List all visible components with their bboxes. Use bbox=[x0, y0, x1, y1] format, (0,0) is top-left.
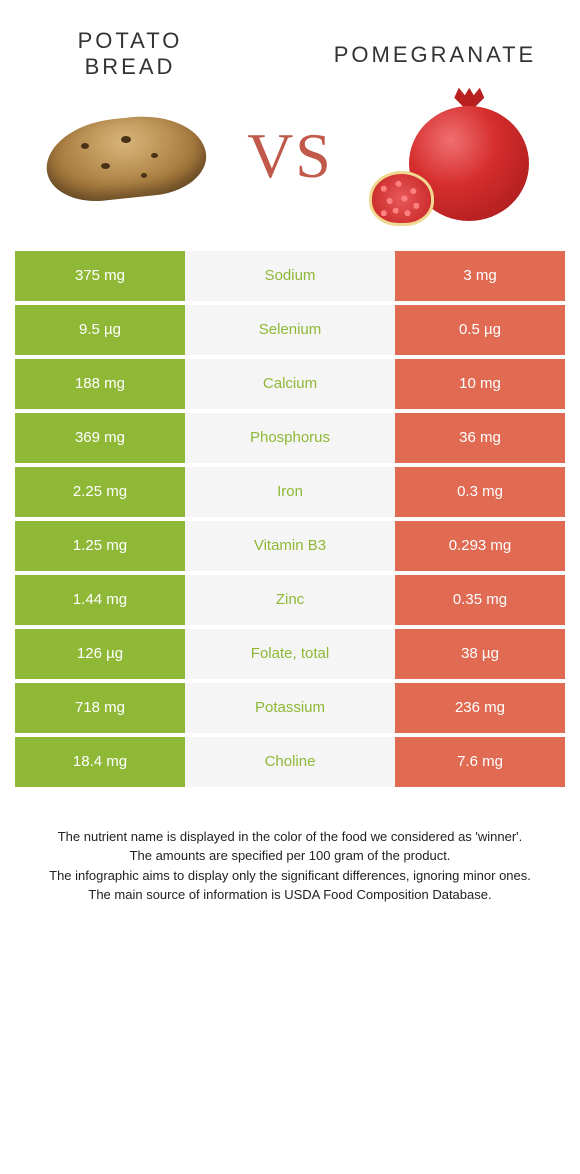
table-row: 369 mgPhosphorus36 mg bbox=[15, 413, 565, 463]
cell-right: 0.5 µg bbox=[395, 305, 565, 355]
cell-nutrient-name: Iron bbox=[185, 467, 395, 517]
cell-left: 718 mg bbox=[15, 683, 185, 733]
cell-left: 188 mg bbox=[15, 359, 185, 409]
cell-nutrient-name: Vitamin B3 bbox=[185, 521, 395, 571]
footer-line: The infographic aims to display only the… bbox=[30, 866, 550, 886]
table-row: 126 µgFolate, total38 µg bbox=[15, 629, 565, 679]
cell-right: 0.3 mg bbox=[395, 467, 565, 517]
cell-left: 126 µg bbox=[15, 629, 185, 679]
nutrient-table: 375 mgSodium3 mg9.5 µgSelenium0.5 µg188 … bbox=[15, 251, 565, 787]
food-image-left bbox=[36, 91, 216, 221]
cell-nutrient-name: Zinc bbox=[185, 575, 395, 625]
cell-nutrient-name: Folate, total bbox=[185, 629, 395, 679]
vs-label: VS bbox=[247, 119, 333, 193]
cell-right: 38 µg bbox=[395, 629, 565, 679]
cell-right: 0.35 mg bbox=[395, 575, 565, 625]
footer-line: The main source of information is USDA F… bbox=[30, 885, 550, 905]
cell-left: 369 mg bbox=[15, 413, 185, 463]
cell-right: 0.293 mg bbox=[395, 521, 565, 571]
table-row: 9.5 µgSelenium0.5 µg bbox=[15, 305, 565, 355]
table-row: 188 mgCalcium10 mg bbox=[15, 359, 565, 409]
food-title-right: Pomegranate bbox=[320, 42, 550, 68]
cell-right: 10 mg bbox=[395, 359, 565, 409]
cell-left: 9.5 µg bbox=[15, 305, 185, 355]
cell-left: 375 mg bbox=[15, 251, 185, 301]
cell-nutrient-name: Choline bbox=[185, 737, 395, 787]
cell-nutrient-name: Selenium bbox=[185, 305, 395, 355]
table-row: 375 mgSodium3 mg bbox=[15, 251, 565, 301]
cell-nutrient-name: Sodium bbox=[185, 251, 395, 301]
footer-line: The amounts are specified per 100 gram o… bbox=[30, 846, 550, 866]
pomegranate-icon bbox=[369, 86, 539, 226]
cell-right: 3 mg bbox=[395, 251, 565, 301]
footer-line: The nutrient name is displayed in the co… bbox=[30, 827, 550, 847]
cell-right: 36 mg bbox=[395, 413, 565, 463]
cell-right: 236 mg bbox=[395, 683, 565, 733]
cell-left: 1.25 mg bbox=[15, 521, 185, 571]
table-row: 2.25 mgIron0.3 mg bbox=[15, 467, 565, 517]
table-row: 1.25 mgVitamin B30.293 mg bbox=[15, 521, 565, 571]
bread-icon bbox=[41, 108, 211, 203]
table-row: 18.4 mgCholine7.6 mg bbox=[15, 737, 565, 787]
cell-nutrient-name: Calcium bbox=[185, 359, 395, 409]
footer-notes: The nutrient name is displayed in the co… bbox=[30, 827, 550, 905]
cell-left: 2.25 mg bbox=[15, 467, 185, 517]
cell-right: 7.6 mg bbox=[395, 737, 565, 787]
food-title-left: Potato bread bbox=[30, 28, 230, 81]
table-row: 1.44 mgZinc0.35 mg bbox=[15, 575, 565, 625]
cell-nutrient-name: Phosphorus bbox=[185, 413, 395, 463]
header: Potato bread Pomegranate bbox=[0, 0, 580, 81]
table-row: 718 mgPotassium236 mg bbox=[15, 683, 565, 733]
images-row: VS bbox=[0, 81, 580, 251]
cell-nutrient-name: Potassium bbox=[185, 683, 395, 733]
cell-left: 18.4 mg bbox=[15, 737, 185, 787]
cell-left: 1.44 mg bbox=[15, 575, 185, 625]
food-image-right bbox=[364, 91, 544, 221]
